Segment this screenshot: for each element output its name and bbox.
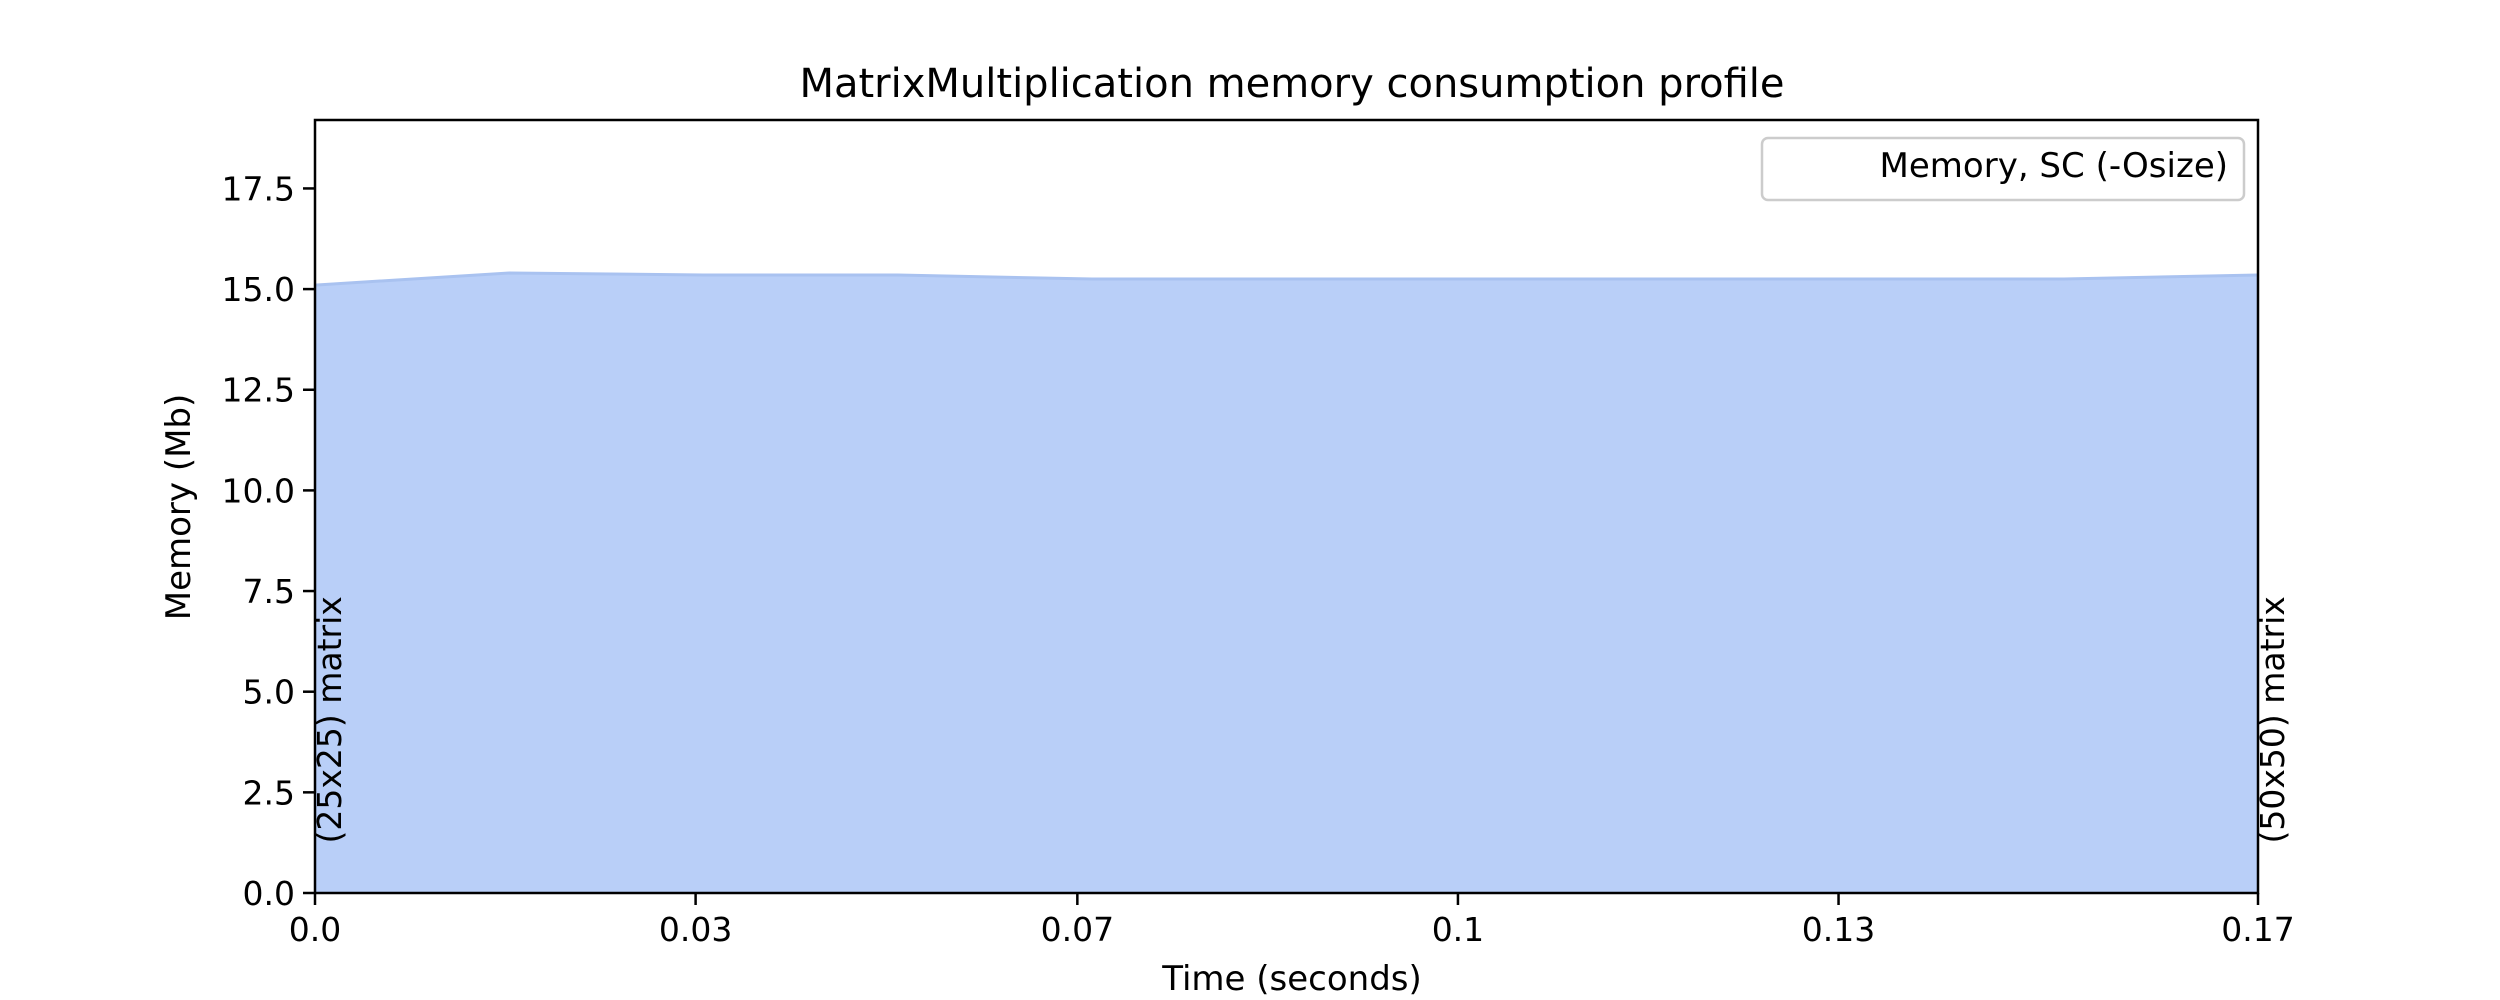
x-tick-label: 0.17 [2221,910,2294,949]
y-tick-label: 5.0 [243,673,295,712]
legend-entry: Memory, SC (-Osize) [1880,146,2228,186]
x-tick-label: 0.13 [1802,910,1875,949]
chart-title: MatrixMultiplication memory consumption … [799,61,1784,107]
y-tick-label: 2.5 [243,773,295,812]
x-axis-label: Time (seconds) [1161,959,1422,999]
y-axis-ticks: 0.0 2.5 5.0 7.5 10.0 12.5 15.0 17.5 [222,169,315,913]
memory-area [315,272,2258,893]
y-tick-label: 7.5 [243,572,295,611]
y-tick-label: 15.0 [222,270,295,309]
y-tick-label: 12.5 [222,371,295,410]
y-axis-label: Memory (Mb) [159,394,199,621]
matrix-size-annotation: (50x50) matrix [2253,596,2292,843]
x-tick-label: 0.0 [289,910,341,949]
y-tick-label: 17.5 [222,169,295,208]
legend-box [1760,136,2246,202]
plot-area [314,271,2259,893]
legend: Memory, SC (-Osize) [1760,136,2246,202]
y-tick-label: 10.0 [222,471,295,510]
matrix-size-annotation: (25x25) matrix [310,596,349,843]
x-tick-label: 0.07 [1041,910,1114,949]
annotations: (25x25) matrix (50x50) matrix [310,596,2292,843]
y-tick-label: 0.0 [243,874,295,913]
x-tick-label: 0.03 [659,910,732,949]
memory-area-edge [314,271,2259,287]
x-tick-label: 0.1 [1432,910,1484,949]
x-axis-ticks: 0.0 0.03 0.07 0.1 0.13 0.17 [289,893,2295,949]
axes-frame [313,118,2260,895]
